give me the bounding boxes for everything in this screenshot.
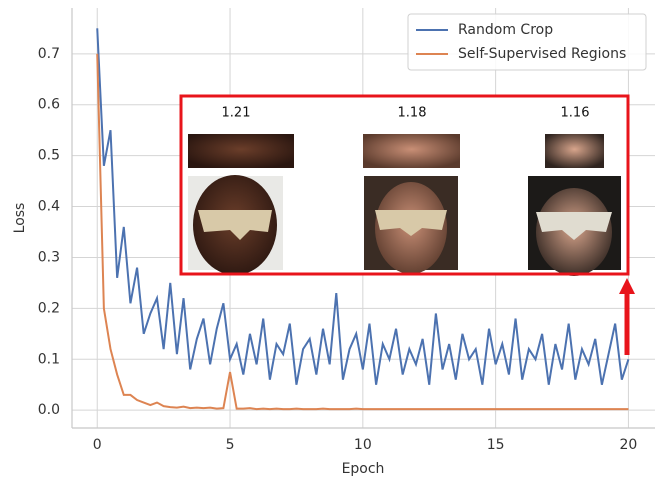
series-line bbox=[96, 28, 630, 385]
face-image bbox=[188, 175, 283, 275]
x-tick-label: 20 bbox=[620, 437, 638, 453]
x-axis-label: Epoch bbox=[342, 461, 385, 477]
y-tick-label: 0.5 bbox=[38, 148, 60, 164]
arrow bbox=[619, 278, 635, 355]
crop-image bbox=[188, 134, 294, 168]
x-tick-label: 15 bbox=[487, 437, 505, 453]
series-line bbox=[96, 53, 629, 411]
inset-border bbox=[179, 94, 630, 276]
y-axis-label: Loss bbox=[12, 203, 28, 234]
legend-box bbox=[407, 13, 647, 71]
crop-image bbox=[545, 134, 604, 168]
face-image bbox=[528, 176, 621, 276]
y-tick-label: 0.6 bbox=[38, 97, 60, 113]
y-tick-label: 0.3 bbox=[38, 249, 60, 265]
legend-label: Self-Supervised Regions bbox=[458, 46, 626, 62]
inset-score: 1.21 bbox=[222, 106, 251, 121]
y-tick-label: 0.0 bbox=[38, 402, 60, 418]
x-tick-label: 5 bbox=[226, 437, 235, 453]
y-tick-label: 0.1 bbox=[38, 351, 60, 367]
y-tick-label: 0.4 bbox=[38, 199, 60, 215]
x-tick-label: 0 bbox=[93, 437, 102, 453]
inset: 1.21 1.18 1.16 bbox=[179, 94, 630, 276]
x-tick-label: 10 bbox=[354, 437, 372, 453]
y-tick-label: 0.2 bbox=[38, 300, 60, 316]
legend-label: Random Crop bbox=[458, 22, 553, 38]
inset-score: 1.18 bbox=[398, 106, 427, 121]
legend: Random Crop Self-Supervised Regions bbox=[407, 13, 647, 71]
y-tick-label: 0.7 bbox=[38, 46, 60, 62]
inset-score: 1.16 bbox=[561, 106, 590, 121]
face-image bbox=[364, 176, 458, 274]
crop-image bbox=[363, 134, 460, 168]
